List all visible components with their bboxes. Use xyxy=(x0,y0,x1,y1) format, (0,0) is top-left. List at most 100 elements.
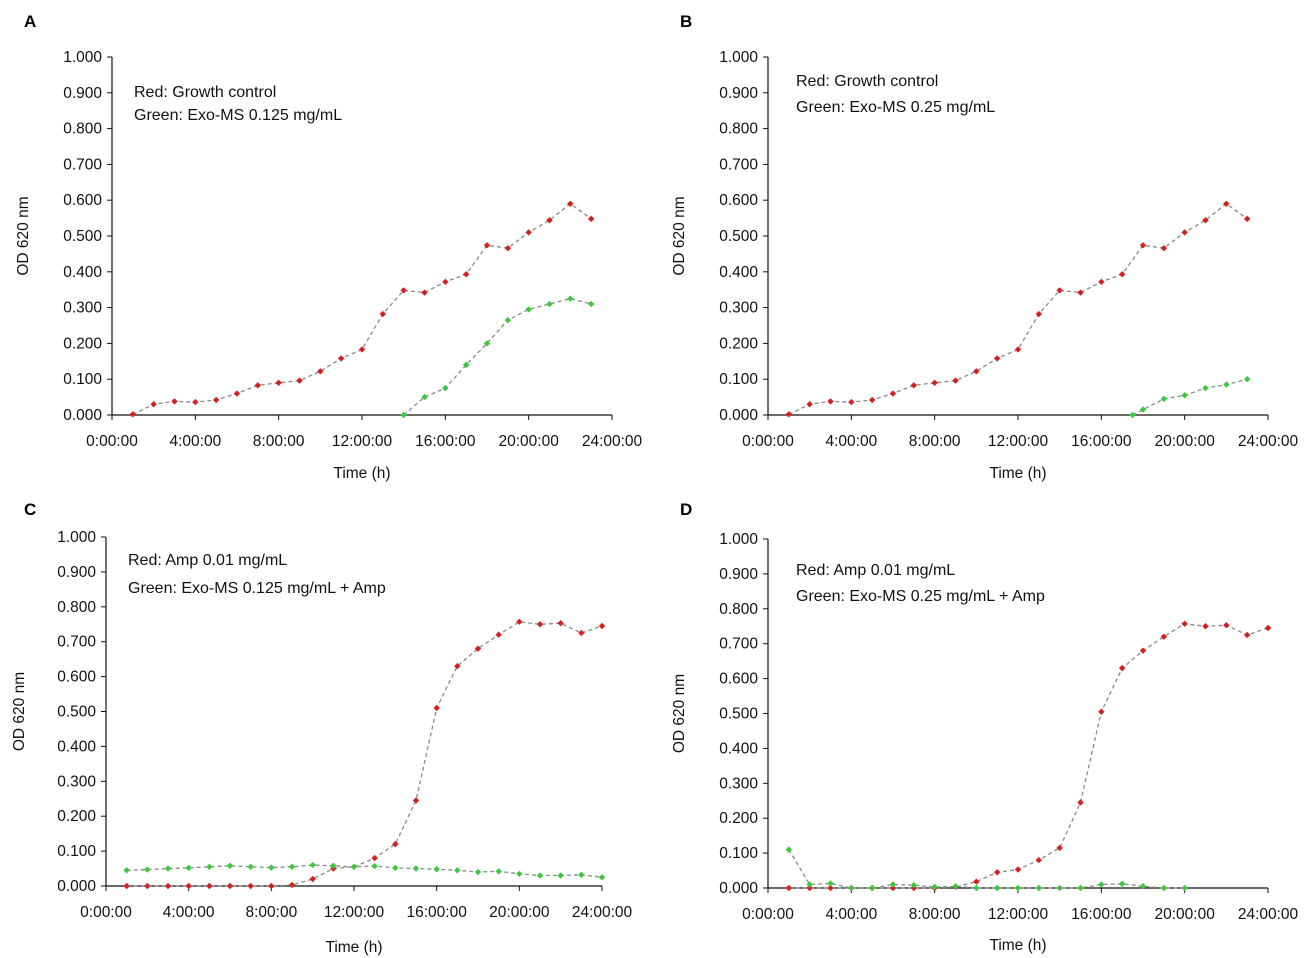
data-point-red xyxy=(993,355,1001,362)
x-tick-label: 24:00:00 xyxy=(572,904,633,921)
panel-letter-a: A xyxy=(24,12,36,31)
y-tick-label: 1.000 xyxy=(719,531,758,548)
data-point-red xyxy=(129,411,137,418)
chart-d-svg: D 0.000 0.100 0.200 0.300 0.400 0.500 0.600 0.70… xyxy=(671,500,1299,954)
data-point-red xyxy=(1056,844,1063,852)
legend-entry: Green: Exo-MS 0.25 mg/mL + Amp xyxy=(796,588,1045,605)
series-line-red xyxy=(132,202,592,415)
data-point-red xyxy=(546,217,553,224)
data-point-red xyxy=(910,382,918,389)
data-point-red xyxy=(1264,624,1272,632)
y-tick-label: 0.100 xyxy=(63,371,102,388)
data-point-green xyxy=(1181,884,1188,892)
y-tick-label: 0.300 xyxy=(719,300,758,317)
series-line-red xyxy=(126,621,603,887)
series-line-red xyxy=(788,623,1269,889)
data-point-red xyxy=(421,289,428,296)
y-tick-label: 0.300 xyxy=(63,300,102,317)
data-point-red xyxy=(1098,708,1105,715)
data-point-green xyxy=(587,300,595,308)
y-tick-label: 0.000 xyxy=(63,407,102,424)
data-point-red xyxy=(973,368,980,375)
data-point-red xyxy=(993,869,1001,876)
x-axis-title: Time (h) xyxy=(989,465,1046,482)
chart-panel-d: D 0.000 0.100 0.200 0.300 0.400 0.500 0.600 0.70… xyxy=(656,490,1312,958)
data-point-red xyxy=(164,882,172,890)
y-tick-label: 0.500 xyxy=(57,704,96,721)
data-point-red xyxy=(192,398,199,406)
data-point-green xyxy=(442,384,449,392)
y-tick-label: 0.400 xyxy=(63,264,102,281)
x-tick-label: 8:00:00 xyxy=(909,906,961,923)
legend-entry: Green: Exo-MS 0.125 mg/mL xyxy=(134,107,342,124)
data-point-red xyxy=(1077,799,1084,806)
data-point-red xyxy=(379,310,387,318)
data-point-red xyxy=(1223,622,1230,629)
data-point-green xyxy=(1243,376,1251,383)
data-point-green xyxy=(1118,880,1126,888)
x-tick-label: 12:00:00 xyxy=(324,904,385,921)
data-point-green xyxy=(1139,883,1147,890)
data-point-green xyxy=(567,295,574,302)
legend-entry: Green: Exo-MS 0.125 mg/mL + Amp xyxy=(128,580,386,597)
series-line-green xyxy=(1132,378,1248,416)
data-point-red xyxy=(806,884,813,892)
y-tick-label: 0.600 xyxy=(63,192,102,209)
data-point-green xyxy=(889,881,897,888)
data-point-red xyxy=(516,618,523,626)
data-point-green xyxy=(400,411,407,419)
data-point-red xyxy=(233,390,241,397)
x-tick-label: 16:00:00 xyxy=(1071,906,1132,923)
data-point-green xyxy=(1035,884,1043,892)
data-point-red xyxy=(123,882,130,890)
data-point-red xyxy=(827,884,834,892)
x-tick-label: 12:00:00 xyxy=(988,433,1049,450)
data-point-red xyxy=(254,382,262,389)
data-point-green xyxy=(1181,392,1188,399)
data-point-green xyxy=(806,881,813,888)
data-point-red xyxy=(171,398,178,405)
data-point-red xyxy=(578,629,585,637)
data-point-green xyxy=(1160,884,1168,892)
data-point-red xyxy=(358,346,366,353)
y-tick-label: 0.400 xyxy=(719,740,758,757)
data-point-red xyxy=(868,396,876,404)
chart-panel-b: B 0.000 0.100 0.200 0.300 0.400 0.500 0.600 0.70… xyxy=(656,0,1312,490)
data-point-red xyxy=(1243,631,1251,639)
x-tick-label: 16:00:00 xyxy=(415,433,476,450)
data-point-green xyxy=(827,880,834,887)
y-tick-label: 0.200 xyxy=(719,335,758,352)
y-tick-label: 0.000 xyxy=(719,407,758,424)
y-tick-label: 0.100 xyxy=(57,843,96,860)
x-tick-label: 0:00:00 xyxy=(742,906,794,923)
y-tick-label: 0.400 xyxy=(719,264,758,281)
legend-entry: Red: Growth control xyxy=(796,73,938,90)
x-tick-label: 20:00:00 xyxy=(1154,433,1215,450)
y-tick-label: 1.000 xyxy=(63,49,102,66)
data-point-red xyxy=(567,200,574,207)
data-point-green xyxy=(247,863,254,871)
data-point-green xyxy=(185,864,192,872)
data-point-green xyxy=(868,884,876,892)
y-tick-label: 0.400 xyxy=(57,738,96,755)
x-tick-label: 24:00:00 xyxy=(1238,906,1299,923)
data-point-green xyxy=(546,300,553,308)
legend-entry: Red: Growth control xyxy=(134,84,276,101)
data-point-red xyxy=(337,355,345,362)
data-point-red xyxy=(1077,289,1084,296)
y-tick-label: 0.800 xyxy=(57,599,96,616)
data-point-red xyxy=(1202,217,1209,224)
data-point-green xyxy=(433,866,440,873)
data-point-red xyxy=(504,244,512,252)
data-point-green xyxy=(1077,884,1084,892)
data-point-red xyxy=(412,797,420,804)
panel-letter-c: C xyxy=(24,500,36,519)
data-point-red xyxy=(1014,866,1022,873)
data-point-red xyxy=(371,854,378,862)
data-point-green xyxy=(412,865,420,872)
data-point-green xyxy=(454,867,461,874)
y-tick-label: 0.800 xyxy=(63,121,102,138)
y-axis-title: OD 620 nm xyxy=(15,196,32,275)
data-point-green xyxy=(483,340,491,347)
data-point-red xyxy=(1202,623,1209,630)
